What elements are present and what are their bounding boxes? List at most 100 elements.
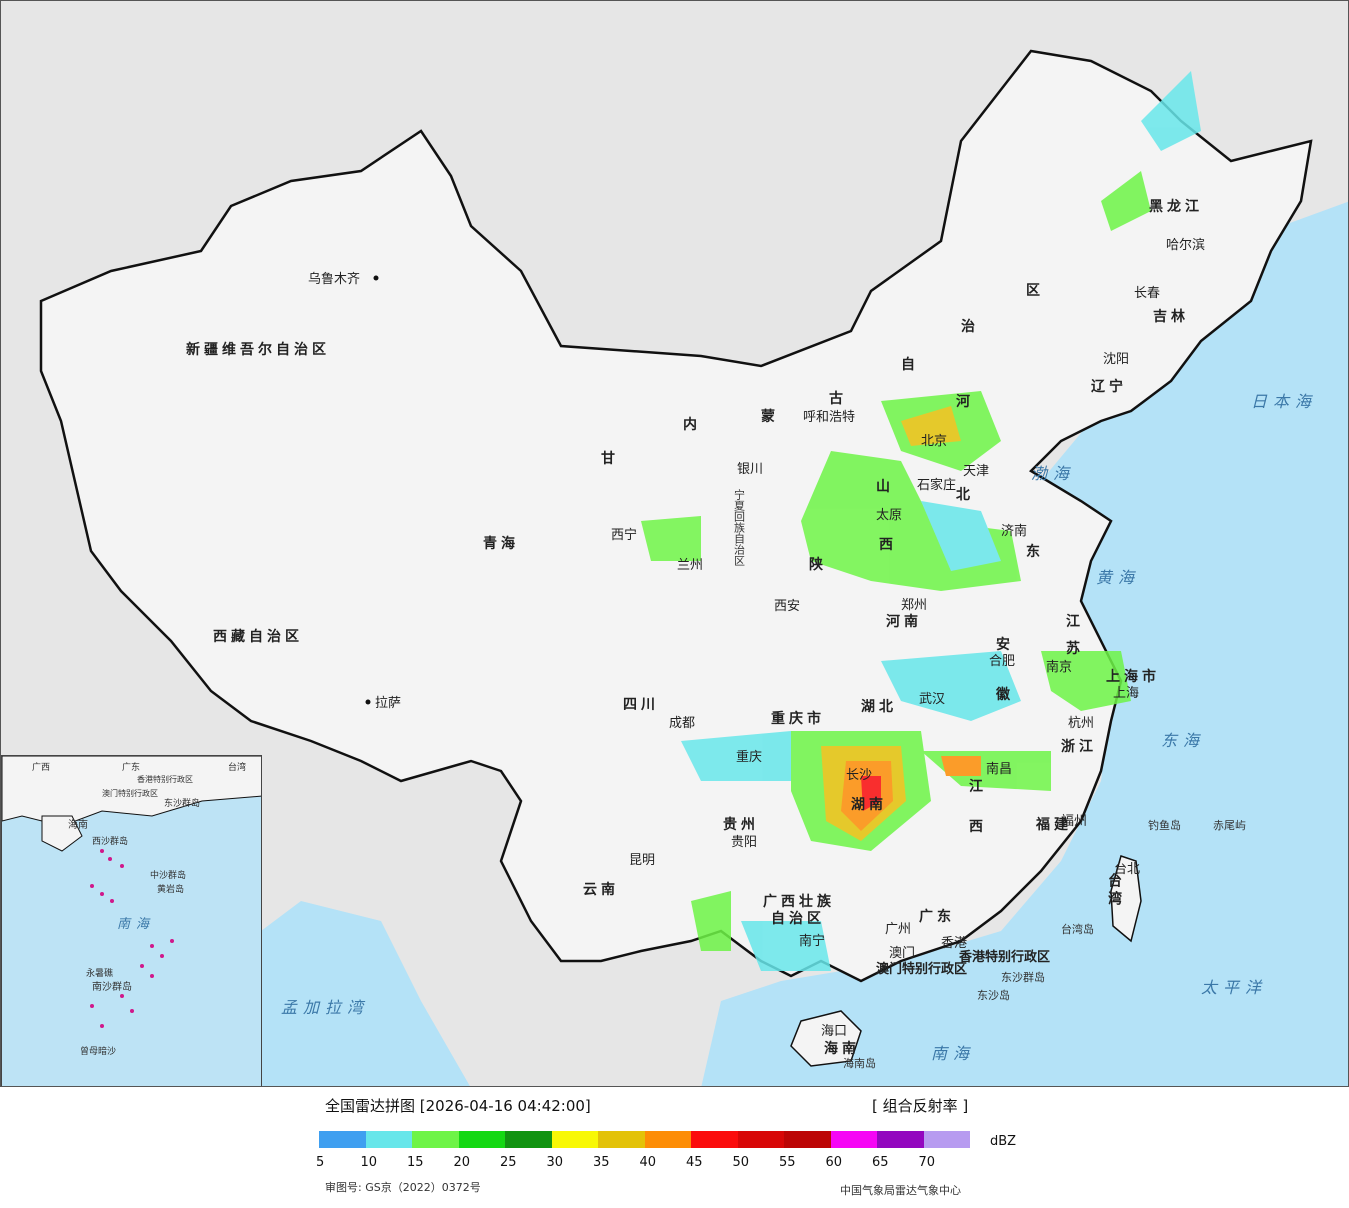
city-changsha: 长沙 (846, 768, 872, 783)
label-liaoning: 辽宁 (1091, 378, 1127, 395)
label-shaan: 陕 (809, 556, 827, 573)
scale-tick-label: 20 (453, 1155, 471, 1170)
city-shijiazhuang: 石家庄 (917, 477, 956, 493)
scale-tick-label: 70 (918, 1155, 936, 1170)
approval-number: 审图号: GS京（2022）0372号 (325, 1181, 481, 1194)
bay-of-bengal (221, 901, 470, 1086)
city-guangzhou: 广州 (885, 922, 911, 937)
scale-tick-label: 45 (686, 1155, 703, 1170)
city-kunming: 昆明 (629, 853, 655, 868)
city-zhengzhou: 郑州 (901, 598, 927, 613)
scale-tick-label: 15 (407, 1155, 424, 1170)
legend-unit: dBZ (990, 1134, 1017, 1149)
scale-tick-label: 65 (872, 1155, 889, 1170)
label-hubei: 湖北 (861, 699, 897, 715)
hainan-island (790, 1010, 862, 1067)
island-taiwan-dao: 台湾岛 (1061, 922, 1094, 936)
scale-tick-label: 60 (825, 1155, 843, 1170)
city-jinan: 济南 (1001, 523, 1027, 539)
scale-swatch (737, 1131, 784, 1148)
inset-zhongsha: 中沙群岛 (150, 869, 186, 881)
label-su: 苏 (1066, 640, 1084, 657)
island-labels: 钓鱼岛 赤尾屿 台湾岛 东沙群岛 东沙岛 海南岛 香港特别行政区 澳门特别行政区 (843, 818, 1246, 1070)
label-bei: 北 (956, 487, 974, 503)
label-hainan: 海南 (824, 1040, 860, 1057)
city-guiyang: 贵阳 (731, 835, 757, 850)
scale-swatch (923, 1131, 970, 1148)
legend-title: 全国雷达拼图 [2026-04-16 04:42:00] (325, 1097, 591, 1115)
label-sichuan: 四川 (623, 697, 659, 713)
city-huhehaote: 呼和浩特 (803, 410, 855, 425)
label-yunnan: 云南 (583, 881, 619, 898)
sea-taipingyang: 太平洋 (1201, 978, 1267, 997)
china-landmass (39, 49, 1313, 983)
city-xining: 西宁 (611, 527, 637, 543)
label-jiang2: 江 (969, 778, 987, 795)
label-meng: 蒙 (761, 408, 779, 425)
label-nei: 内 (683, 416, 701, 433)
legend-panel: 全国雷达拼图 [2026-04-16 04:42:00] [ 组合反射率 ] 5… (0, 1087, 1349, 1208)
city-urumqi: 乌鲁木齐 (308, 271, 360, 287)
city-wuhan: 武汉 (919, 692, 945, 707)
city-nanchang: 南昌 (986, 761, 1012, 777)
island-dongsha-dao: 东沙岛 (977, 988, 1010, 1002)
label-guangdong: 广东 (919, 908, 955, 925)
island-hainan-dao: 海南岛 (843, 1056, 876, 1070)
province-labels: 新疆维吾尔自治区 西藏自治区 青海 甘 内 蒙 古 自 治 区 黑龙江 吉林 辽… (186, 198, 1199, 1057)
label-xizang: 西藏自治区 (213, 628, 303, 645)
scale-tick-label: 35 (593, 1155, 610, 1170)
label-jiang1: 江 (1066, 613, 1084, 630)
scale-tick-label: 25 (500, 1155, 517, 1170)
inset-huangyan: 黄岩岛 (157, 883, 184, 895)
island-diaoyu: 钓鱼岛 (1148, 818, 1181, 832)
city-beijing: 北京 (921, 434, 947, 449)
label-ningxia: 宁夏回族自治区 (733, 488, 746, 566)
label-taiwan: 台湾 (1106, 872, 1122, 909)
city-fuzhou: 福州 (1061, 814, 1087, 829)
label-zi: 自 (901, 356, 919, 373)
city-shenyang: 沈阳 (1103, 352, 1129, 367)
city-xian: 西安 (774, 599, 800, 614)
scale-swatch (691, 1131, 738, 1148)
source-credit: 中国气象局雷达气象中心 (840, 1184, 961, 1197)
island-dongsha-qundao: 东沙群岛 (1001, 970, 1045, 984)
scale-tick-label: 5 (316, 1155, 325, 1170)
city-changchun: 长春 (1134, 286, 1160, 301)
label-shanghai-shi: 上海市 (1106, 668, 1160, 685)
city-shanghai: 上海 (1113, 686, 1139, 701)
city-yinchuan: 银川 (737, 462, 763, 477)
label-he: 河 (956, 393, 974, 410)
label-qinghai: 青海 (483, 535, 519, 552)
city-chengdu: 成都 (669, 716, 695, 731)
city-harbin: 哈尔滨 (1166, 237, 1205, 253)
radar-echoes (641, 71, 1201, 971)
taiwan-island (1110, 855, 1142, 943)
city-tianjin: 天津 (963, 464, 989, 479)
label-guangxi-zizhiqu: 自治区 (771, 910, 825, 927)
city-nanning: 南宁 (799, 933, 825, 949)
city-labels: 乌鲁木齐 拉萨 西宁 兰州 银川 呼和浩特 北京 天津 石家庄 太原 济南 郑州… (308, 237, 1205, 1039)
island-chiwei: 赤尾屿 (1213, 819, 1246, 832)
label-shan: 山 (876, 479, 894, 495)
label-fujian: 福建 (1035, 816, 1072, 833)
label-xinjiang: 新疆维吾尔自治区 (186, 341, 330, 358)
scale-swatch (319, 1131, 366, 1148)
scale-swatch (551, 1131, 598, 1148)
scale-swatch (784, 1131, 831, 1148)
sar-hongkong: 香港特别行政区 (958, 949, 1050, 965)
scale-tick-label: 10 (360, 1155, 378, 1170)
inset-nanhai: 南海 (117, 917, 155, 932)
inset-hk-sar: 香港特别行政区 (137, 774, 193, 784)
city-hongkong: 香港 (941, 936, 967, 951)
inset-macau-sar: 澳门特别行政区 (102, 788, 158, 798)
scale-swatch (412, 1131, 459, 1148)
label-guangxi: 广西壮族 (763, 893, 835, 910)
inset-taiwan: 台湾 (228, 761, 246, 773)
scale-tick-label: 55 (779, 1155, 796, 1170)
label-henan: 河南 (886, 613, 922, 630)
sea-bohai: 渤海 (1031, 464, 1075, 483)
sea-labels: 渤海 黄海 东海 南海 太平洋 日本海 孟加拉湾 (281, 392, 1311, 1063)
sar-macau: 澳门特别行政区 (876, 961, 967, 977)
scale-swatch (644, 1131, 691, 1148)
sea-mengjialawan: 孟加拉湾 (281, 998, 369, 1017)
